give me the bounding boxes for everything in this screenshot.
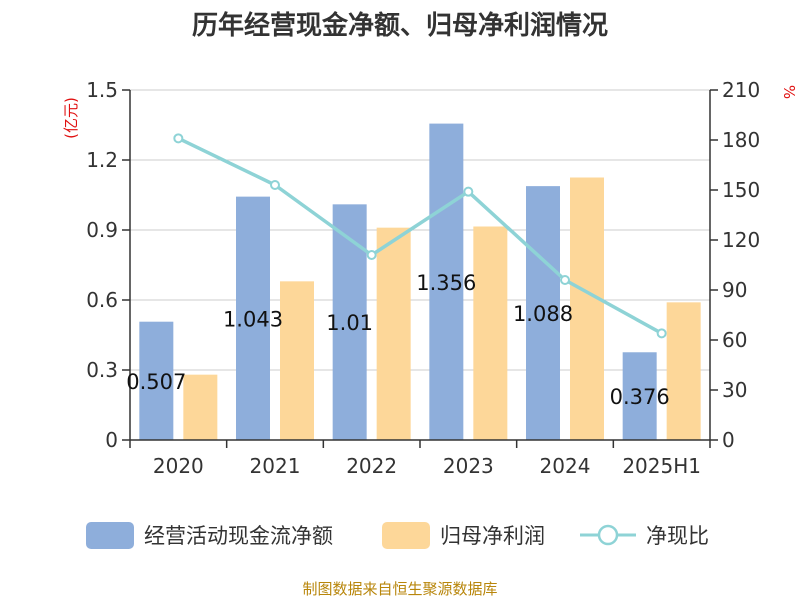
data-label-cashflow: 1.01 [326, 311, 373, 335]
data-labels: 0.507 1.043 1.01 1.356 1.088 0.376 [126, 271, 669, 409]
ratio-point [656, 328, 667, 339]
data-label-cashflow: 1.356 [416, 271, 476, 295]
ratio-line [173, 133, 667, 339]
data-label-cashflow: 1.088 [513, 302, 573, 326]
bar-net-profit [570, 177, 604, 440]
bar-cashflow [332, 204, 367, 440]
chart-title: 历年经营现金净额、归母净利润情况 [192, 10, 608, 41]
right-tick-label: 210 [722, 78, 760, 102]
right-tick-label: 120 [722, 228, 760, 252]
right-tick-label: 30 [722, 378, 747, 402]
bar-net-profit [376, 227, 411, 440]
ratio-line-path [177, 136, 663, 335]
data-label-cashflow: 0.376 [610, 385, 670, 409]
x-tick-label: 2025H1 [622, 454, 701, 478]
bar-net-profit [280, 281, 314, 440]
ratio-point [463, 186, 474, 197]
right-tick-label: 0 [722, 428, 735, 452]
legend-label-ratio: 净现比 [646, 524, 709, 548]
x-tick-label: 2023 [443, 454, 494, 478]
axes: 0 0.3 0.6 0.9 1.2 1.5 0 30 60 90 120 150 180 210 2020 2… [86, 78, 760, 478]
right-tick-label: 180 [722, 128, 760, 152]
legend-swatch-cashflow [86, 522, 134, 549]
legend: 经营活动现金流净额 归母净利润 净现比 [86, 522, 709, 549]
data-label-cashflow: 0.507 [126, 370, 186, 394]
right-axis-unit: % [780, 85, 798, 99]
x-tick-label: 2022 [346, 454, 397, 478]
right-tick-label: 150 [722, 178, 760, 202]
ratio-point [560, 275, 570, 285]
right-tick-label: 60 [722, 328, 747, 352]
bar-cashflow [139, 321, 174, 440]
right-tick-label: 90 [722, 278, 747, 302]
data-label-cashflow: 1.043 [223, 307, 283, 331]
legend-marker-ratio [597, 524, 619, 546]
left-tick-label: 1.2 [86, 148, 118, 172]
bar-cashflow [429, 123, 464, 440]
left-tick-label: 0.6 [86, 288, 118, 312]
bars [139, 123, 701, 440]
ratio-point [366, 250, 377, 260]
left-axis-unit: (亿元) [62, 97, 80, 139]
grid [130, 89, 710, 371]
legend-label-cashflow: 经营活动现金流净额 [144, 524, 333, 548]
ratio-point [173, 133, 184, 144]
left-tick-label: 0.3 [86, 358, 118, 382]
legend-swatch-net-profit [382, 522, 430, 549]
bar-net-profit [183, 374, 218, 440]
bar-cashflow [526, 186, 560, 440]
x-tick-label: 2021 [250, 454, 301, 478]
x-tick-label: 2024 [540, 454, 591, 478]
left-tick-label: 0 [105, 428, 118, 452]
legend-label-net-profit: 归母净利润 [440, 524, 545, 548]
bar-cashflow [236, 196, 270, 440]
left-tick-label: 0.9 [86, 218, 118, 242]
bar-cashflow [622, 352, 657, 440]
bar-net-profit [473, 226, 508, 440]
ratio-point [270, 180, 280, 190]
source-note: 制图数据来自恒生聚源数据库 [302, 580, 497, 598]
x-tick-label: 2020 [153, 454, 204, 478]
left-tick-label: 1.5 [86, 78, 118, 102]
bar-net-profit [666, 302, 701, 440]
